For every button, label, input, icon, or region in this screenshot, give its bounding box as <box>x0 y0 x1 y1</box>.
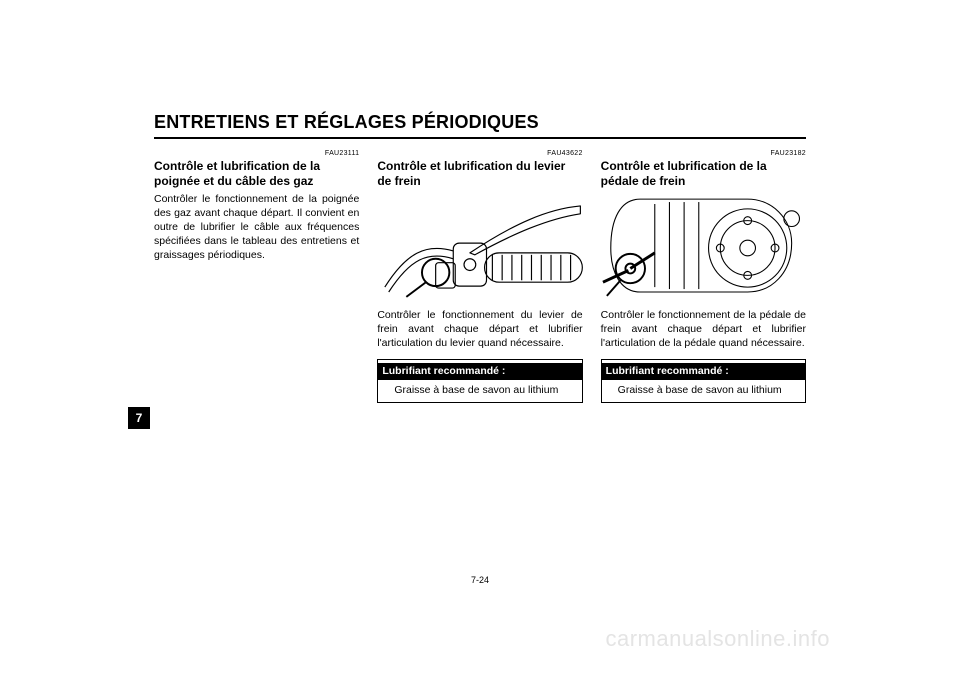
recommendation-body: Graisse à base de savon au lithium <box>384 383 575 397</box>
illustration-caption: Contrôler le fonctionnement de la pédale… <box>601 309 806 351</box>
ref-code: FAU23111 <box>154 149 359 158</box>
section-body: Contrôler le fonctionnement de la poigné… <box>154 193 359 262</box>
brake-lever-illustration <box>377 193 582 303</box>
chapter-number: 7 <box>136 411 143 425</box>
column-2: FAU43622 Contrôle et lubrification du le… <box>377 149 582 403</box>
recommendation-title: Lubrifiant recommandé : <box>602 363 805 380</box>
brake-pedal-illustration <box>601 193 806 303</box>
recommendation-box: Lubrifiant recommandé : Graisse à base d… <box>377 359 582 403</box>
column-1: FAU23111 Contrôle et lubrification de la… <box>154 149 359 403</box>
watermark: carmanualsonline.info <box>605 626 830 652</box>
recommendation-title: Lubrifiant recommandé : <box>378 363 581 380</box>
column-3: FAU23182 Contrôle et lubrification de la… <box>601 149 806 403</box>
recommendation-box: Lubrifiant recommandé : Graisse à base d… <box>601 359 806 403</box>
page-content: ENTRETIENS ET RÉGLAGES PÉRIODIQUES FAU23… <box>154 112 806 566</box>
recommendation-body: Graisse à base de savon au lithium <box>608 383 799 397</box>
columns: FAU23111 Contrôle et lubrification de la… <box>154 149 806 403</box>
page-number: 7-24 <box>0 575 960 585</box>
section-title: Contrôle et lubrification de la poignée … <box>154 159 359 189</box>
chapter-tab: 7 <box>128 407 150 429</box>
ref-code: FAU23182 <box>601 149 806 158</box>
section-title: Contrôle et lubrification de la pédale d… <box>601 159 806 189</box>
section-title: Contrôle et lubrification du levier de f… <box>377 159 582 189</box>
page-title: ENTRETIENS ET RÉGLAGES PÉRIODIQUES <box>154 112 806 139</box>
illustration-caption: Contrôler le fonctionnement du levier de… <box>377 309 582 351</box>
ref-code: FAU43622 <box>377 149 582 158</box>
